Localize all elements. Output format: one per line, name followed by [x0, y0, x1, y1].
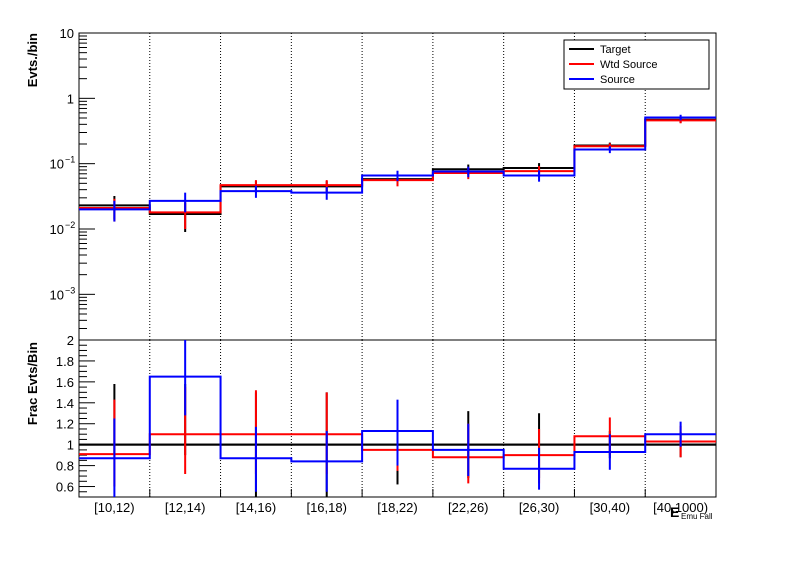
ratio-y-tick-label: 1.4 [56, 396, 74, 411]
ratio-y-tick-label: 1.8 [56, 354, 74, 369]
x-category-label: [14,16) [236, 500, 276, 515]
top-y-tick-exponent: −2 [65, 220, 75, 230]
x-category-label: [12,14) [165, 500, 205, 515]
top-y-tick-base: 10 [60, 26, 74, 41]
top-series-source [79, 114, 716, 222]
top-y-tick-label: 10 [50, 157, 64, 172]
legend-label-source: Source [600, 74, 635, 86]
top-step-line-wtd-source [79, 119, 716, 214]
top-y-tick-exponent: −3 [65, 285, 75, 295]
ratio-y-axis-label: Frac Evts/Bin [25, 342, 40, 425]
x-axis-label-subscript: Emu Fall [681, 512, 713, 521]
ratio-series-source [79, 340, 716, 497]
x-category-label: [22,26) [448, 500, 488, 515]
ratio-y-tick-label: 1 [67, 438, 74, 453]
top-y-tick-label: 10 [50, 222, 64, 237]
x-category-label: [26,30) [519, 500, 559, 515]
legend-label-target: Target [600, 44, 631, 56]
top-y-tick-label: 10 [50, 287, 64, 302]
x-category-label: [10,12) [94, 500, 134, 515]
top-step-line-target [79, 118, 716, 215]
top-y-tick-exponent: −1 [65, 155, 75, 165]
ratio-y-tick-label: 1.6 [56, 375, 74, 390]
ratio-y-tick-label: 0.8 [56, 459, 74, 474]
ratio-y-tick-label: 2 [67, 333, 74, 348]
legend-label-wtd-source: Wtd Source [600, 59, 657, 71]
ratio-y-tick-label: 0.6 [56, 480, 74, 495]
top-y-tick-label: 1 [67, 91, 74, 106]
x-category-label: [30,40) [590, 500, 630, 515]
x-category-label: [18,22) [377, 500, 417, 515]
top-y-axis-label: Evts./bin [25, 33, 40, 87]
top-y-tick-label: 10 [60, 26, 74, 41]
x-category-label: [40,1000) [653, 500, 708, 515]
top-y-tick-base: 10 [50, 157, 64, 172]
x-axis-label: E [670, 504, 679, 520]
top-y-tick-base: 10 [50, 222, 64, 237]
top-y-tick-base: 10 [50, 287, 64, 302]
x-category-label: [16,18) [306, 500, 346, 515]
legend: Target Wtd Source Source [563, 39, 710, 90]
ratio-panel: 0.6 0.8 1 1.2 1.4 1.6 1.8 2 [10,12) [12,14) [14,16… [25, 333, 717, 521]
top-step-line-source [79, 116, 716, 211]
ratio-y-tick-label: 1.2 [56, 417, 74, 432]
top-y-tick-base: 1 [67, 91, 74, 106]
